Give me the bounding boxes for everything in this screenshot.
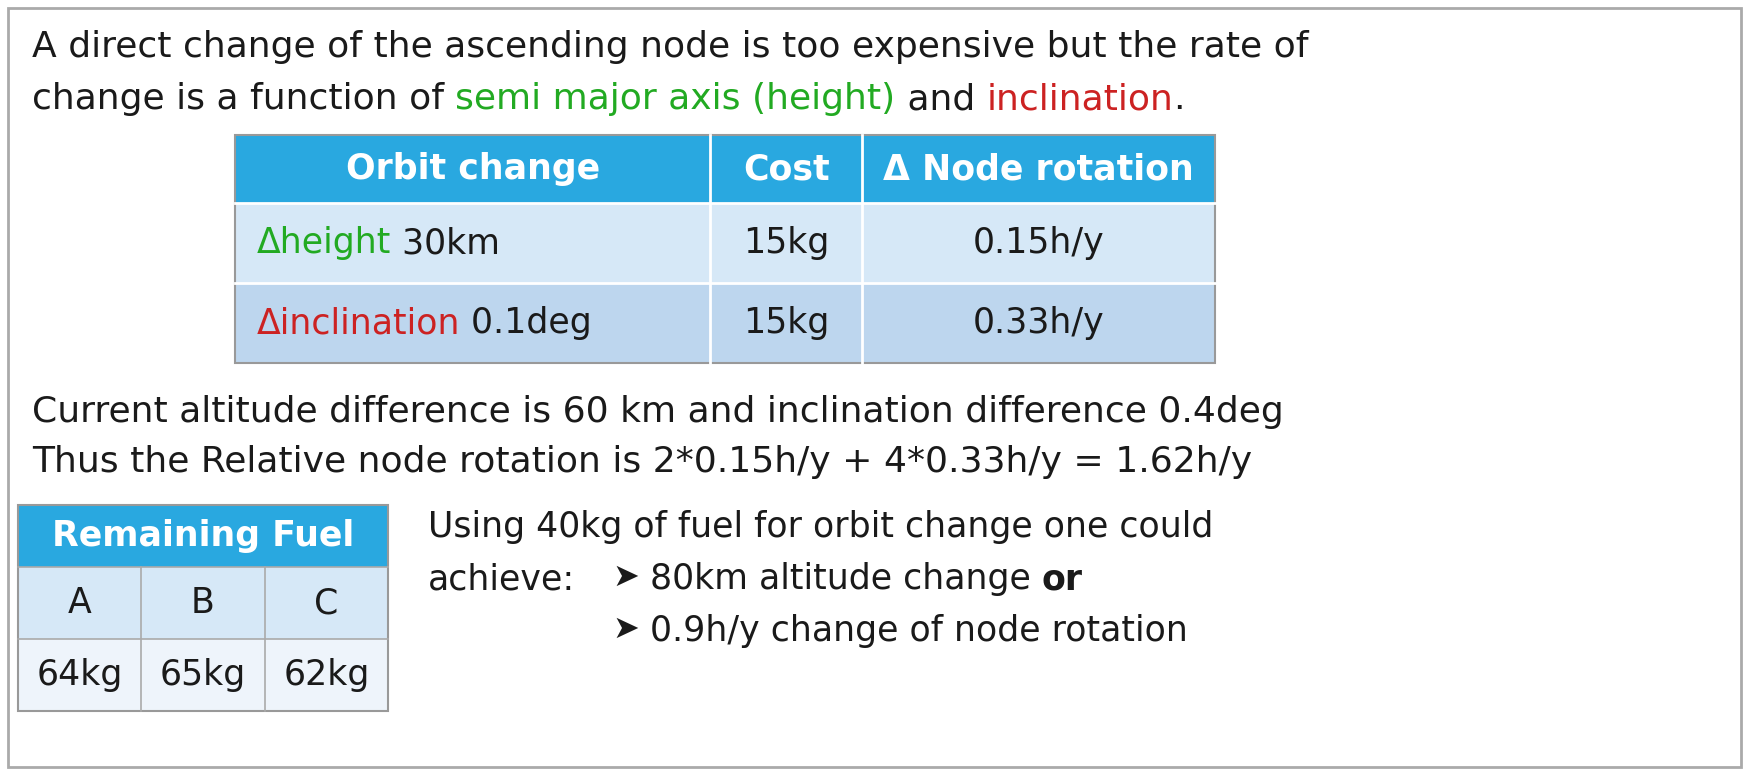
Text: Orbit change: Orbit change [346,152,600,186]
Text: B: B [191,586,215,620]
Text: 15kg: 15kg [743,306,829,340]
Text: 0.15h/y: 0.15h/y [972,226,1103,260]
Text: semi major axis (height): semi major axis (height) [454,82,895,116]
Text: change is a function of: change is a function of [31,82,454,116]
Bar [234,135,1215,203]
Text: ➤: ➤ [612,562,650,593]
Text: C: C [315,586,339,620]
Text: 0.1deg: 0.1deg [460,306,593,340]
Text: 80km altitude change: 80km altitude change [650,562,1042,596]
Text: .: . [1173,82,1183,116]
Text: Current altitude difference is 60 km and inclination difference 0.4deg: Current altitude difference is 60 km and… [31,395,1283,429]
Bar [234,135,1215,363]
Bar [17,567,388,639]
Text: 65kg: 65kg [159,658,246,692]
Text: 15kg: 15kg [743,226,829,260]
Text: Δheight: Δheight [257,226,392,260]
Text: Δ Node rotation: Δ Node rotation [883,152,1194,186]
Text: achieve:: achieve: [428,562,575,596]
Bar [234,203,1215,283]
Text: inclination: inclination [986,82,1173,116]
Bar [17,505,388,711]
Bar [17,639,388,711]
Text: Remaining Fuel: Remaining Fuel [52,519,353,553]
Text: Using 40kg of fuel for orbit change one could: Using 40kg of fuel for orbit change one … [428,510,1213,544]
Text: 30km: 30km [392,226,500,260]
Text: and: and [895,82,986,116]
Text: A: A [68,586,91,620]
Text: A direct change of the ascending node is too expensive but the rate of: A direct change of the ascending node is… [31,30,1308,64]
Text: Δinclination: Δinclination [257,306,460,340]
Text: 0.9h/y change of node rotation: 0.9h/y change of node rotation [650,614,1187,648]
Text: 62kg: 62kg [283,658,369,692]
Text: 64kg: 64kg [37,658,122,692]
Text: 0.33h/y: 0.33h/y [972,306,1103,340]
FancyBboxPatch shape [9,8,1739,767]
Text: Thus the Relative node rotation is 2*0.15h/y + 4*0.33h/y = 1.62h/y: Thus the Relative node rotation is 2*0.1… [31,445,1252,479]
Bar [17,505,388,567]
Bar [234,283,1215,363]
Text: Cost: Cost [743,152,829,186]
Text: or: or [1042,562,1082,596]
Text: ➤: ➤ [612,614,650,645]
